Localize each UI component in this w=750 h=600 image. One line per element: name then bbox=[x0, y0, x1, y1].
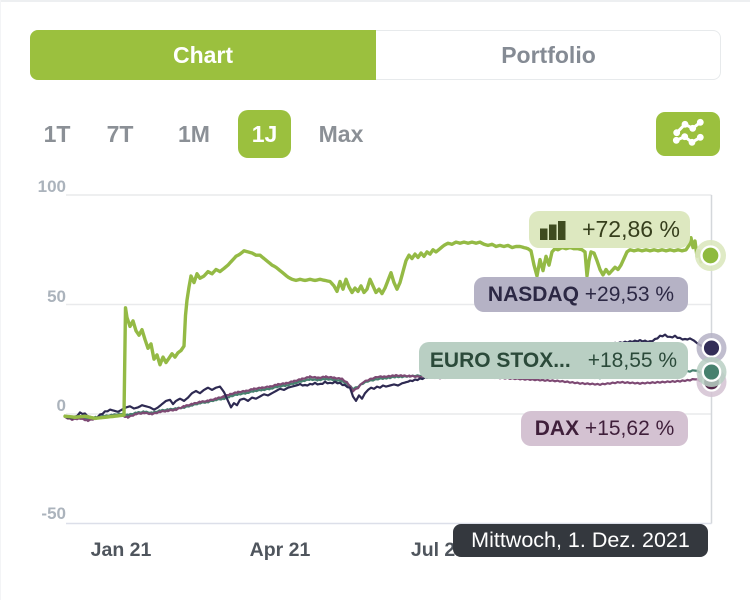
svg-text:50: 50 bbox=[47, 287, 66, 306]
svg-text:Jul 21: Jul 21 bbox=[411, 539, 466, 561]
svg-text:Jan 21: Jan 21 bbox=[91, 539, 152, 561]
svg-text:0: 0 bbox=[57, 396, 66, 415]
svg-text:100: 100 bbox=[38, 177, 66, 196]
svg-text:Apr 21: Apr 21 bbox=[250, 539, 311, 561]
svg-text:-50: -50 bbox=[41, 504, 66, 523]
